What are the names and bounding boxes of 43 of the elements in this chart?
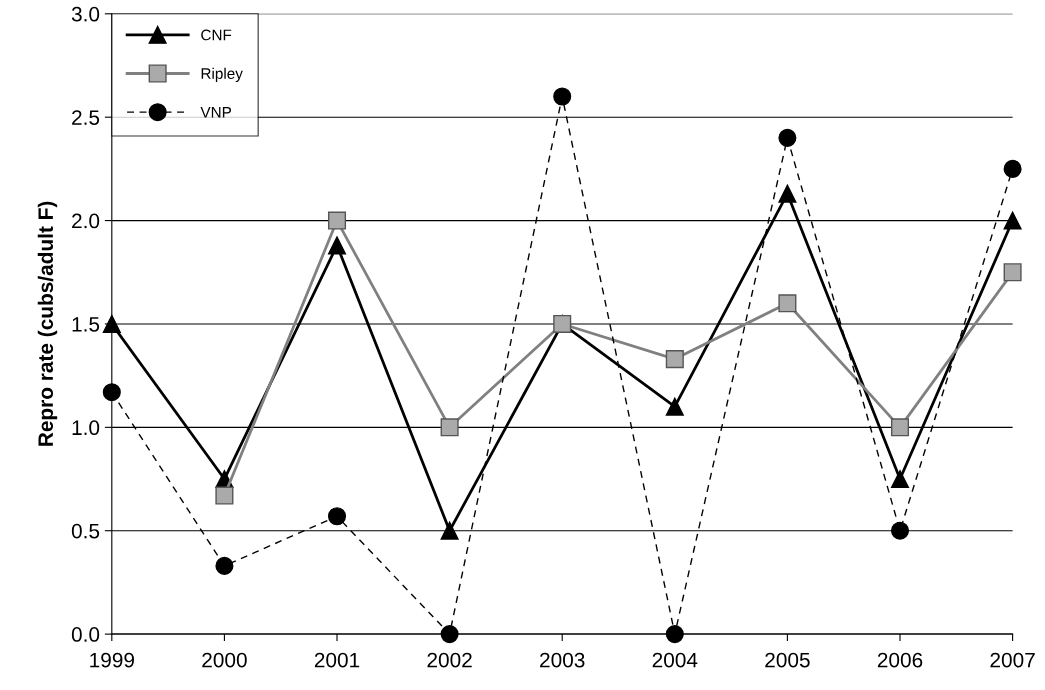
point: [102, 383, 121, 402]
legend-label: CNF: [201, 29, 232, 41]
y-tick-label: 0.5: [71, 523, 100, 539]
x-tick-label: 2000: [202, 652, 247, 668]
point: [440, 625, 459, 644]
y-tick-label: 3.0: [71, 6, 100, 22]
y-tick-label: 2.0: [72, 213, 100, 229]
y-tick-label: 1.5: [72, 317, 100, 332]
point: [665, 397, 684, 416]
point: [778, 294, 797, 313]
point: [665, 625, 684, 644]
point: [890, 521, 910, 540]
point: [102, 314, 121, 333]
y-tick-label: 0.0: [71, 627, 100, 642]
point: [215, 486, 234, 505]
point: [327, 211, 347, 230]
point: [440, 521, 459, 540]
point: [327, 236, 347, 255]
point: [215, 556, 234, 575]
point: [890, 418, 910, 437]
x-tick-label: 2001: [314, 652, 360, 668]
point: [890, 470, 910, 489]
x-tick-label: 2002: [427, 652, 472, 668]
point: [778, 128, 797, 147]
x-tick-label: 2006: [877, 652, 923, 668]
point: [1003, 159, 1022, 178]
x-tick-label: 2007: [990, 652, 1035, 668]
point: [327, 507, 347, 526]
x-tick-label: 2005: [765, 652, 810, 668]
y-axis-title: Repro rate (cubs/adult F): [37, 201, 58, 446]
point: [778, 184, 797, 203]
x-tick-label: 2003: [540, 652, 585, 668]
point: [1003, 211, 1022, 230]
x-tick-label: 2004: [652, 652, 698, 668]
point: [1003, 263, 1022, 282]
x-tick-label: 1999: [90, 652, 134, 668]
point: [440, 418, 459, 437]
legend-label: VNP: [200, 107, 232, 118]
point: [553, 87, 572, 106]
legend-label: Ripley: [201, 67, 243, 83]
y-tick-label: 1.0: [72, 420, 100, 436]
point: [665, 350, 684, 369]
y-tick-label: 2.5: [72, 110, 100, 125]
